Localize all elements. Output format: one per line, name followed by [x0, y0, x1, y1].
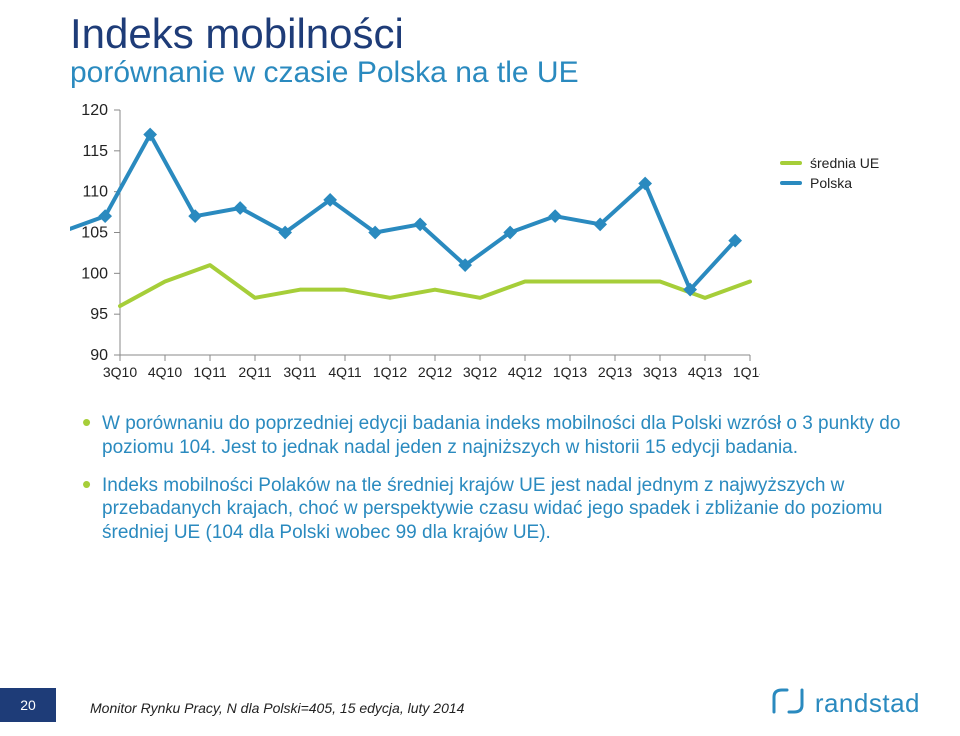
x-tick-label: 1Q12 — [373, 364, 407, 380]
slide-footer: 20 Monitor Rynku Pracy, N dla Polski=405… — [0, 688, 960, 722]
x-tick-label: 4Q13 — [688, 364, 722, 380]
y-tick-label: 120 — [81, 102, 108, 119]
slide: Indeks mobilności porównanie w czasie Po… — [0, 0, 960, 736]
legend-label: Polska — [810, 175, 852, 191]
x-tick-label: 2Q11 — [238, 364, 271, 380]
x-tick-label: 1Q13 — [553, 364, 587, 380]
line-chart: 90 95 100 105 110 115 120 3Q10 4Q10 1Q11 2Q11 3Q11 4… — [70, 100, 760, 400]
chart-legend: średnia UE Polska — [780, 155, 879, 195]
randstad-mark-icon — [771, 687, 805, 720]
x-tick-label: 1Q14 — [733, 364, 760, 380]
x-tick-label: 3Q10 — [103, 364, 137, 380]
bullet-list: W porównaniu do poprzedniej edycji badan… — [70, 406, 920, 565]
series-marker — [549, 210, 561, 222]
y-tick-label: 110 — [82, 184, 108, 201]
page-title: Indeks mobilności — [70, 10, 920, 58]
chart-row: 90 95 100 105 110 115 120 3Q10 4Q10 1Q11 2Q11 3Q11 4… — [70, 100, 920, 400]
x-tick-label: 3Q13 — [643, 364, 677, 380]
x-tick-label: 4Q10 — [148, 364, 182, 380]
series-line-1 — [70, 135, 735, 290]
page-subtitle: porównanie w czasie Polska na tle UE — [70, 56, 920, 90]
x-tick-label: 4Q12 — [508, 364, 542, 380]
y-tick-label: 105 — [81, 225, 108, 242]
x-tick-label: 2Q13 — [598, 364, 632, 380]
randstad-wordmark: randstad — [815, 688, 920, 719]
x-tick-label: 4Q11 — [328, 364, 361, 380]
legend-swatch — [780, 181, 802, 185]
bullet-ul: W porównaniu do poprzedniej edycji badan… — [80, 412, 910, 545]
x-tick-label: 1Q11 — [193, 364, 226, 380]
y-tick-label: 90 — [90, 347, 108, 364]
title-block: Indeks mobilności porównanie w czasie Po… — [70, 10, 920, 90]
randstad-logo: randstad — [771, 687, 920, 720]
series-line-0 — [120, 265, 750, 306]
legend-item: Polska — [780, 175, 879, 191]
chart-container: 90 95 100 105 110 115 120 3Q10 4Q10 1Q11 2Q11 3Q11 4… — [70, 100, 760, 400]
legend-item: średnia UE — [780, 155, 879, 171]
page-number-box: 20 — [0, 688, 56, 722]
y-tick-label: 100 — [81, 265, 108, 282]
y-tick-label: 115 — [82, 143, 108, 160]
x-tick-label: 2Q12 — [418, 364, 452, 380]
x-tick-label: 3Q12 — [463, 364, 497, 380]
bullet-item: Indeks mobilności Polaków na tle średnie… — [80, 474, 910, 545]
legend-swatch — [780, 161, 802, 165]
y-tick-label: 95 — [90, 306, 108, 323]
page-number: 20 — [20, 697, 36, 713]
legend-label: średnia UE — [810, 155, 879, 171]
x-tick-label: 3Q11 — [283, 364, 316, 380]
footnote: Monitor Rynku Pracy, N dla Polski=405, 1… — [90, 700, 464, 716]
bullet-item: W porównaniu do poprzedniej edycji badan… — [80, 412, 910, 460]
